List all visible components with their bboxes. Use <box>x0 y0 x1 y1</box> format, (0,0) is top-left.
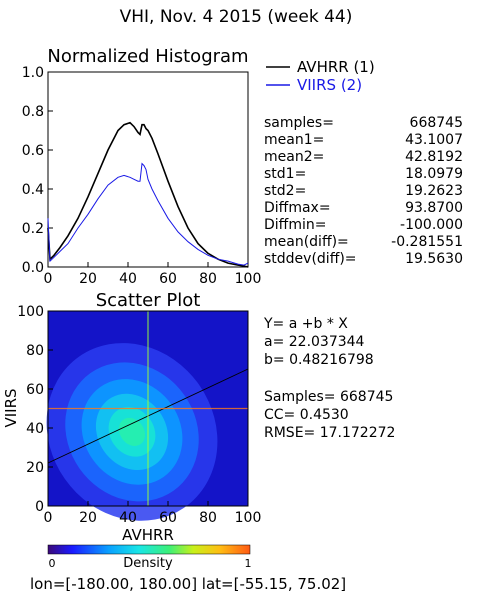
regression-rmse: RMSE= 17.172272 <box>264 425 395 441</box>
stat-label: Diffmax= <box>264 200 331 216</box>
regression-equation: Y= a +b * X <box>263 316 348 332</box>
scatter-ytick-label: 100 <box>17 304 44 320</box>
stat-label: Diffmin= <box>264 217 326 233</box>
stat-value: 19.5630 <box>405 251 463 267</box>
colorbar-min-label: 0 <box>49 557 56 570</box>
scatter-y-axis-label: VIIRS <box>2 388 20 427</box>
scatter-title: Scatter Plot <box>96 290 201 311</box>
scatter-xtick-label: 0 <box>44 510 53 526</box>
scatter-panel: Scatter Plot 0 20 40 60 80 100 0 20 40 60 80 100 AV… <box>2 290 261 544</box>
histogram-legend: AVHRR (1) VIIRS (2) <box>266 58 375 94</box>
stat-value: 668745 <box>410 115 463 131</box>
hist-xtick-label: 100 <box>235 271 262 287</box>
scatter-ytick-label: 40 <box>26 421 44 437</box>
scatter-ytick-label: 0 <box>35 499 44 515</box>
stat-label: samples= <box>264 115 334 131</box>
hist-ytick-label: 0.0 <box>22 260 44 276</box>
scatter-x-axis-label: AVHRR <box>122 526 174 544</box>
scatter-ticks: 0 20 40 60 80 100 0 20 40 60 80 100 <box>17 304 261 526</box>
stat-label: stddev(diff)= <box>264 251 357 267</box>
scatter-xtick-label: 60 <box>159 510 177 526</box>
scatter-xtick-label: 100 <box>235 510 262 526</box>
scatter-density-cloud <box>46 311 248 521</box>
stat-value: -0.281551 <box>391 234 463 250</box>
histogram-lines <box>47 121 249 268</box>
regression-b: b= 0.48216798 <box>264 352 374 368</box>
histogram-plot-frame <box>47 71 249 268</box>
hist-ytick-label: 0.6 <box>22 143 44 159</box>
stat-label: mean1= <box>264 132 324 148</box>
hist-series-line-avhrr <box>47 121 249 268</box>
legend-label-viirs: VIIRS (2) <box>297 76 362 94</box>
density-contour-6 <box>118 417 146 446</box>
hist-xtick-label: 40 <box>119 271 137 287</box>
statistics-block: samples= 668745 mean1= 43.1007 mean2= 42.8192… <box>264 115 463 267</box>
stat-label: std1= <box>264 166 306 182</box>
hist-ytick-label: 0.8 <box>22 104 44 120</box>
stat-value: 18.0979 <box>405 166 463 182</box>
histogram-panel: Normalized Histogram 0 20 40 60 80 1000.00.20… <box>22 46 262 287</box>
lon-lat-range: lon=[-180.00, 180.00] lat=[-55.15, 75.02… <box>30 575 346 593</box>
scatter-ytick-label: 80 <box>26 343 44 359</box>
stat-label: mean(diff)= <box>264 234 349 250</box>
scatter-xtick-label: 20 <box>79 510 97 526</box>
scatter-ytick-label: 20 <box>26 460 44 476</box>
colorbar-gradient <box>47 544 251 555</box>
histogram-title: Normalized Histogram <box>47 46 248 67</box>
scatter-xtick-label: 80 <box>199 510 217 526</box>
hist-ytick-label: 0.4 <box>22 182 44 198</box>
stat-label: mean2= <box>264 149 324 165</box>
legend-label-avhrr: AVHRR (1) <box>297 58 375 76</box>
stat-value: 19.2623 <box>405 183 463 199</box>
regression-block: Y= a +b * X a= 22.037344 b= 0.48216798 S… <box>263 316 395 441</box>
colorbar-max-label: 1 <box>245 557 252 570</box>
stat-value: 43.1007 <box>405 132 463 148</box>
regression-a: a= 22.037344 <box>264 334 365 350</box>
stat-label: std2= <box>264 183 306 199</box>
stat-value: -100.000 <box>400 217 463 233</box>
histogram-ticks: 0 20 40 60 80 100 0.0 0.2 0.4 0.6 0.8 1.0 <box>22 65 262 287</box>
scatter-plot-frame <box>47 310 249 507</box>
hist-ytick-label: 1.0 <box>22 65 44 81</box>
hist-xtick-label: 60 <box>159 271 177 287</box>
hist-xtick-label: 20 <box>79 271 97 287</box>
figure-title: VHI, Nov. 4 2015 (week 44) <box>120 7 353 27</box>
regression-cc: CC= 0.4530 <box>264 407 349 423</box>
hist-xtick-label: 80 <box>199 271 217 287</box>
scatter-ytick-label: 60 <box>26 382 44 398</box>
hist-series-line-viirs <box>47 162 249 266</box>
stat-value: 42.8192 <box>405 149 463 165</box>
colorbar-label: Density <box>123 556 173 571</box>
scatter-xtick-label: 40 <box>119 510 137 526</box>
stat-value: 93.8700 <box>405 200 463 216</box>
regression-samples: Samples= 668745 <box>264 389 393 405</box>
hist-ytick-label: 0.2 <box>22 221 44 237</box>
colorbar: 0 Density 1 <box>47 544 252 571</box>
hist-xtick-label: 0 <box>44 271 53 287</box>
